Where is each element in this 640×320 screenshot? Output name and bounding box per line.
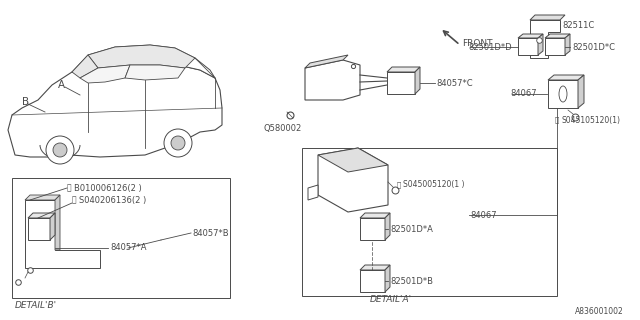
Text: DETAIL'A': DETAIL'A' bbox=[370, 295, 412, 305]
Polygon shape bbox=[88, 45, 195, 68]
Polygon shape bbox=[125, 65, 185, 80]
Polygon shape bbox=[50, 213, 55, 240]
Text: FRONT: FRONT bbox=[462, 38, 493, 47]
Polygon shape bbox=[415, 67, 420, 94]
Polygon shape bbox=[565, 34, 570, 55]
Circle shape bbox=[53, 143, 67, 157]
Text: Q580002: Q580002 bbox=[264, 124, 302, 132]
Text: 82511C: 82511C bbox=[562, 20, 595, 29]
Text: Ⓢ: Ⓢ bbox=[397, 182, 401, 188]
Bar bbox=[12, 178, 230, 298]
Polygon shape bbox=[387, 72, 415, 94]
Text: B010006126(2 ): B010006126(2 ) bbox=[74, 183, 141, 193]
Text: 82501D*C: 82501D*C bbox=[572, 43, 615, 52]
Polygon shape bbox=[518, 34, 543, 38]
Polygon shape bbox=[360, 270, 385, 292]
Polygon shape bbox=[318, 148, 388, 172]
Polygon shape bbox=[25, 200, 100, 268]
Polygon shape bbox=[548, 80, 578, 108]
Polygon shape bbox=[385, 265, 390, 292]
Polygon shape bbox=[28, 213, 55, 218]
Text: Ⓢ: Ⓢ bbox=[555, 117, 559, 123]
Polygon shape bbox=[25, 195, 60, 200]
Polygon shape bbox=[518, 38, 538, 55]
Polygon shape bbox=[387, 67, 420, 72]
Polygon shape bbox=[548, 75, 584, 80]
Polygon shape bbox=[545, 38, 565, 55]
Polygon shape bbox=[8, 63, 222, 157]
Polygon shape bbox=[360, 218, 385, 240]
Text: A: A bbox=[58, 80, 65, 90]
Text: 84067: 84067 bbox=[510, 90, 536, 99]
Text: S045105120(1): S045105120(1) bbox=[561, 116, 620, 124]
Circle shape bbox=[164, 129, 192, 157]
Text: 82501D*A: 82501D*A bbox=[390, 225, 433, 234]
Polygon shape bbox=[360, 213, 390, 218]
Polygon shape bbox=[360, 265, 390, 270]
Polygon shape bbox=[318, 148, 388, 212]
Polygon shape bbox=[72, 45, 215, 78]
Ellipse shape bbox=[559, 86, 567, 102]
Polygon shape bbox=[308, 185, 318, 200]
Polygon shape bbox=[80, 65, 130, 83]
Bar bbox=[302, 148, 557, 296]
Polygon shape bbox=[305, 55, 348, 68]
Text: 84057*A: 84057*A bbox=[110, 244, 147, 252]
Circle shape bbox=[171, 136, 185, 150]
Text: 82501D*B: 82501D*B bbox=[390, 276, 433, 285]
Polygon shape bbox=[530, 15, 565, 20]
Text: 84057*C: 84057*C bbox=[436, 78, 472, 87]
Polygon shape bbox=[530, 20, 560, 58]
Polygon shape bbox=[55, 195, 60, 250]
Polygon shape bbox=[545, 34, 570, 38]
Text: 84057*B: 84057*B bbox=[192, 228, 228, 237]
Text: Ⓢ: Ⓢ bbox=[72, 196, 77, 204]
Polygon shape bbox=[305, 60, 360, 100]
Circle shape bbox=[46, 136, 74, 164]
Polygon shape bbox=[28, 218, 50, 240]
Polygon shape bbox=[538, 34, 543, 55]
Polygon shape bbox=[385, 213, 390, 240]
Polygon shape bbox=[72, 55, 98, 78]
Text: S040206136(2 ): S040206136(2 ) bbox=[79, 196, 147, 204]
Text: Ⓑ: Ⓑ bbox=[67, 183, 72, 193]
Text: DETAIL'B': DETAIL'B' bbox=[15, 300, 57, 309]
Polygon shape bbox=[578, 75, 584, 108]
Text: A836001002: A836001002 bbox=[575, 308, 624, 316]
Text: B: B bbox=[22, 97, 29, 107]
Text: 82501D*D: 82501D*D bbox=[468, 43, 511, 52]
Text: 84067: 84067 bbox=[470, 211, 497, 220]
Text: S045005120(1 ): S045005120(1 ) bbox=[403, 180, 465, 189]
